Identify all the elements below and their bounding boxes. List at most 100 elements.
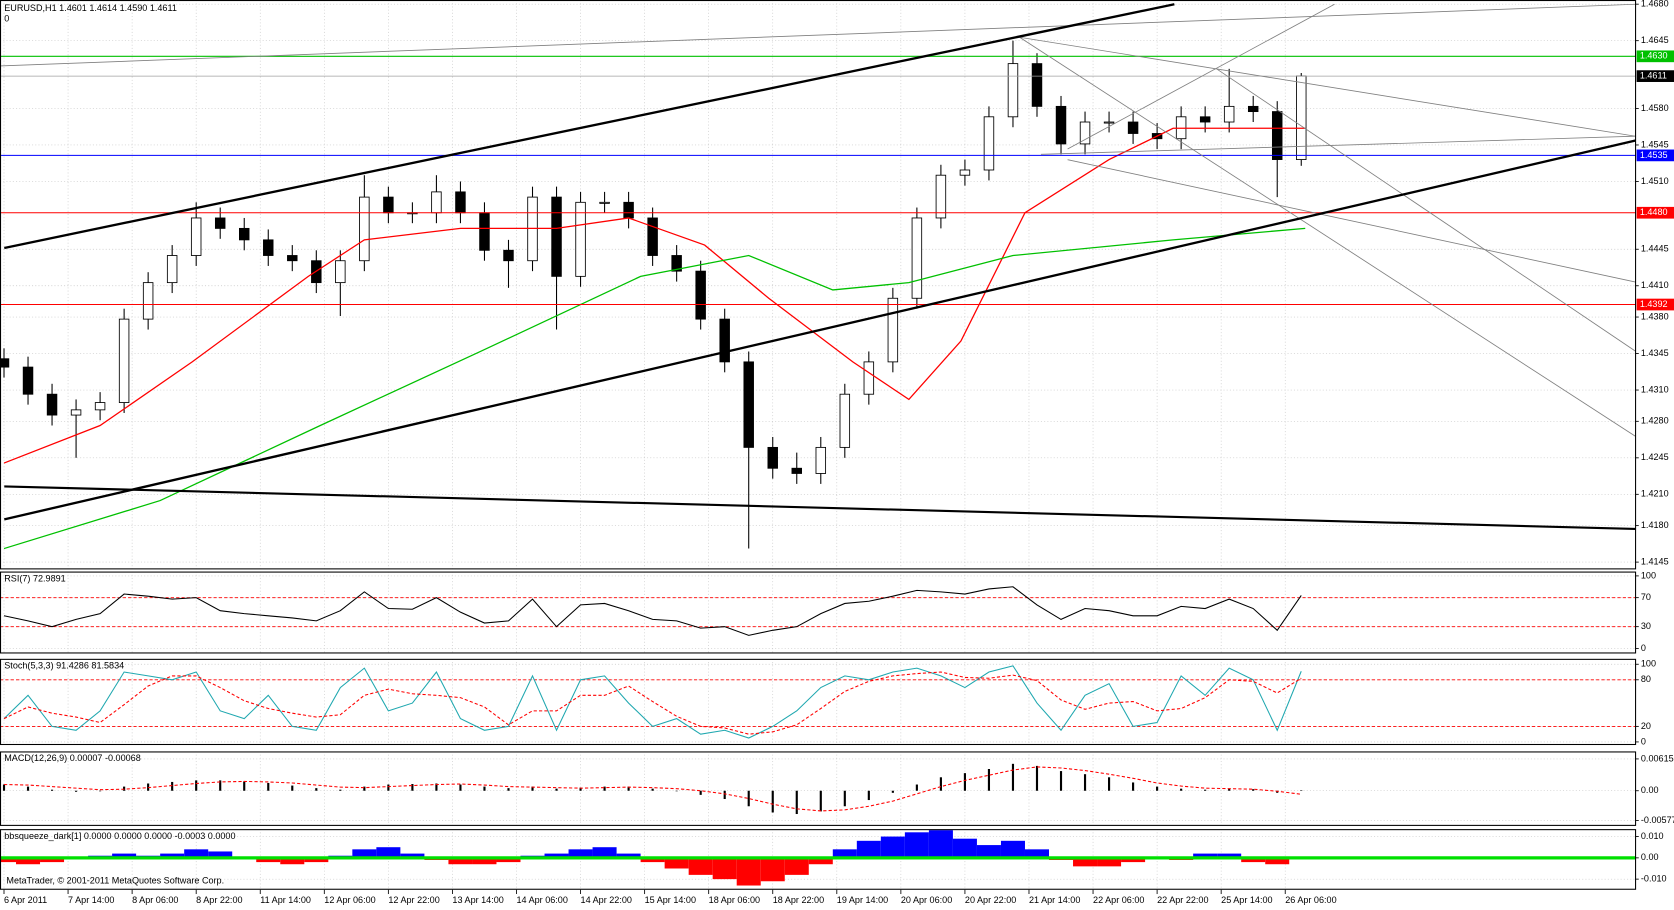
panel-frame [0, 751, 1637, 826]
indicator-bar [99, 790, 102, 792]
y-tick-label: 1.4180 [1641, 520, 1669, 530]
indicator-line [3, 665, 1302, 739]
price-level-label: 1.4480 [1640, 207, 1668, 217]
indicator-bar [1204, 789, 1207, 791]
indicator-bar [867, 790, 870, 801]
y-tick-label: 20 [1641, 721, 1651, 731]
candle-body [743, 361, 754, 448]
x-tick-label: 6 Apr 2011 [4, 895, 47, 905]
indicator-bar [544, 853, 569, 858]
y-tick-label: 0.010 [1641, 831, 1664, 841]
trendline [1067, 159, 1636, 283]
indicator-bar [795, 790, 798, 815]
candle-body [815, 446, 827, 474]
indicator-bar [736, 857, 761, 886]
x-tick-label: 8 Apr 06:00 [132, 895, 178, 905]
indicator-bar [400, 853, 425, 858]
indicator-bar [1193, 853, 1218, 858]
indicator-bar [1180, 788, 1183, 791]
indicator-bar [448, 857, 473, 865]
indicator-bar [1252, 789, 1255, 791]
y-tick-label: 0.00 [1641, 785, 1659, 795]
y-tick-label: 1.4445 [1641, 244, 1669, 254]
indicator-bar [1241, 857, 1266, 863]
indicator-bar [184, 849, 209, 858]
panel-content [0, 571, 1636, 654]
indicator-bar [843, 790, 846, 807]
indicator-bar [219, 780, 222, 791]
candle-body [1103, 121, 1115, 124]
candle-body [214, 217, 226, 229]
indicator-bar [411, 784, 414, 791]
panel-content [0, 829, 1636, 890]
indicator-bar [2, 784, 6, 791]
indicator-bar [976, 845, 1001, 858]
price-level-box [1636, 149, 1674, 162]
y-tick-label: 1.4580 [1641, 103, 1669, 113]
indicator-bar [1121, 857, 1146, 863]
indicator-bar [747, 790, 750, 807]
indicator-bar [568, 849, 593, 858]
candle-body [479, 212, 490, 251]
candle-body [503, 249, 514, 262]
chart-subtitle: 0 [4, 14, 9, 24]
indicator-bar [1000, 840, 1025, 858]
candle-body [1296, 75, 1307, 160]
indicator-bar [675, 790, 678, 792]
price-level-label: 1.4630 [1640, 51, 1668, 61]
trendline [1019, 36, 1636, 437]
price-level-box [1636, 50, 1674, 63]
candle-body [1247, 105, 1259, 113]
indicator-bar [627, 786, 630, 791]
trendline [1067, 3, 1335, 150]
candle-body [983, 116, 995, 171]
x-tick-label: 22 Apr 22:00 [1157, 895, 1208, 905]
indicator-bar [712, 857, 737, 880]
y-tick-label: 80 [1641, 674, 1651, 684]
indicator-bar [1265, 857, 1290, 865]
indicator-bar [1107, 777, 1111, 791]
indicator-bar [640, 857, 665, 863]
indicator-bar [1217, 853, 1242, 858]
y-tick-label: 30 [1641, 621, 1651, 631]
indicator-bar [483, 786, 486, 791]
indicator-bar [760, 857, 785, 882]
y-tick-label: 1.4345 [1641, 348, 1669, 358]
candle-body [335, 260, 346, 284]
indicator-bar [496, 857, 521, 863]
indicator-bar [891, 790, 894, 793]
indicator-bar [939, 777, 942, 791]
trendline [0, 3, 1636, 67]
candle-body [599, 201, 610, 204]
indicator-bar [688, 857, 713, 875]
indicator-bar [1011, 763, 1015, 791]
candle-body [0, 358, 10, 368]
y-tick-label: 1.4280 [1641, 416, 1669, 426]
indicator-bar [195, 780, 198, 791]
candle-body [887, 297, 899, 363]
indicator-bar [1156, 786, 1159, 791]
indicator-bar [1024, 849, 1050, 858]
y-tick-label: 1.4210 [1641, 489, 1669, 499]
candle-body [190, 217, 202, 256]
price-level-box [1636, 206, 1674, 219]
panel-content [0, 751, 1636, 826]
indicator-bar [579, 787, 582, 791]
indicator-bar [1035, 765, 1039, 791]
candle-body [671, 255, 682, 272]
panel-frame [0, 658, 1637, 746]
panel [0, 0, 1636, 570]
candle-body [719, 318, 730, 363]
indicator-bar [592, 847, 617, 858]
indicator-bar [435, 783, 438, 791]
panel-title: bbsqueeze_dark[1] 0.0000 0.0000 0.0000 -… [4, 831, 235, 841]
y-tick-label: 0 [1641, 736, 1646, 746]
indicator-bar [171, 781, 174, 791]
indicator-line [3, 766, 1302, 812]
y-tick-label: 1.4510 [1641, 176, 1669, 186]
candle-body [1031, 63, 1043, 107]
indicator-bar [376, 847, 401, 858]
panel [0, 829, 1636, 890]
